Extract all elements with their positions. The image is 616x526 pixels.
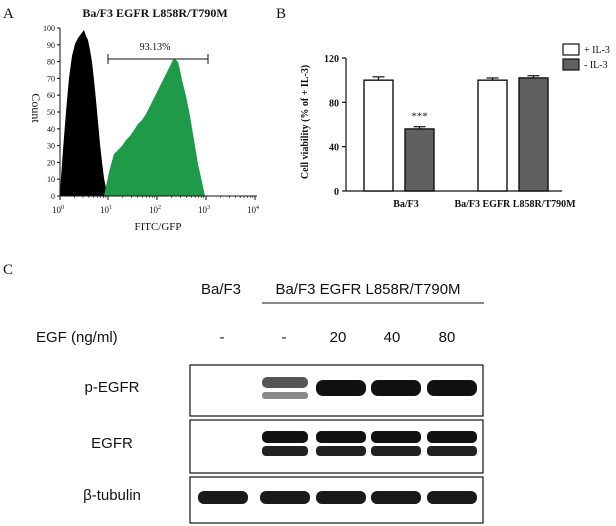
a-ytick-label: 90 [47,41,55,50]
band-egfr-lane4-lower [371,446,421,456]
a-ytick-label: 70 [47,74,55,83]
panel-b-bars [363,75,549,192]
header-bafe3: Ba/F3 [201,281,241,298]
panel-a-y-ticks: 0 10 20 30 40 50 60 70 80 90 100 [43,24,60,201]
a-ytick-label: 10 [47,175,55,184]
category-label: Ba/F3 EGFR L858R/T790M [454,199,576,210]
blot-label-egfr: EGFR [91,435,133,452]
egf-dose-label: 20 [330,329,347,346]
egf-dose-label: - [220,329,225,346]
legend-swatch [562,43,580,56]
bar-minus-il3 [404,128,435,192]
control-histogram [60,30,108,196]
band-tubulin-lane4 [371,491,421,504]
a-xtick-label: 102 [149,205,161,215]
panel-b-letter: B [276,6,286,22]
band-p-egfr-lane2-lower [262,392,308,399]
bar-plus-il3 [363,79,394,192]
panel-a-letter: A [3,6,14,22]
band-egfr-lane2-upper [262,431,308,443]
panel-a-title: Ba/F3 EGFR L858R/T790M [82,6,227,20]
panel-c-letter: C [3,262,13,278]
band-egfr-lane5-lower [427,446,477,456]
panel-b-ylabel: Cell viability (% of + IL-3) [300,65,311,179]
category-label: Ba/F3 [393,199,419,210]
band-egfr-lane5-upper [427,431,477,443]
legend-label: + IL-3 [584,45,610,56]
band-p-egfr-lane3 [316,380,366,396]
b-ytick-label: 40 [329,143,339,154]
a-ytick-label: 60 [47,91,55,100]
a-xtick-label: 100 [52,205,64,215]
band-egfr-lane3-upper [316,431,366,443]
panel-c: C Ba/F3 Ba/F3 EGFR L858R/T790M EGF (ng/m… [3,262,484,524]
band-tubulin-lane1 [198,491,248,504]
a-ytick-label: 0 [51,192,55,201]
panel-a-ylabel: Count [29,93,43,123]
panel-b-category-labels: Ba/F3 Ba/F3 EGFR L858R/T790M [393,199,576,210]
panel-b-legend: + IL-3 - IL-3 [562,43,610,71]
blot-label-beta-tubulin: β-tubulin [83,487,141,504]
band-egfr-lane2-lower [262,446,308,456]
band-tubulin-lane2 [260,491,310,504]
a-xtick-label: 103 [198,205,210,215]
a-xtick-label: 101 [100,205,112,215]
bar-minus-il3 [518,77,549,192]
blot-label-p-egfr: p-EGFR [84,379,139,396]
b-ytick-label: 120 [324,54,339,65]
egf-doses: - - 20 40 80 [220,329,456,346]
a-ytick-label: 20 [47,158,55,167]
a-ytick-label: 30 [47,142,55,151]
egf-dose-label: 80 [439,329,456,346]
b-ytick-label: 80 [329,98,339,109]
legend-label: - IL-3 [584,60,608,71]
panel-b: B Cell viability (% of + IL-3) 04080120 … [276,6,610,210]
legend-swatch [562,58,580,71]
panel-a: A Ba/F3 EGFR L858R/T790M Count 93.13% 01… [3,6,259,233]
a-xtick-label: 104 [247,205,259,215]
gate-label: 93.13% [140,42,171,53]
header-egfr-mutant: Ba/F3 EGFR L858R/T790M [275,281,460,298]
b-ytick-label: 0 [334,187,339,198]
a-ytick-label: 100 [43,24,55,33]
bar-plus-il3 [477,79,508,192]
band-tubulin-lane3 [316,491,366,504]
panel-b-y-ticks: 0 40 80 120 [324,54,346,198]
egf-dose-label: 40 [384,329,401,346]
band-p-egfr-lane2 [262,377,308,388]
egf-dose-label: - [282,329,287,346]
gfp-histogram [104,58,205,196]
band-egfr-lane3-lower [316,446,366,456]
band-p-egfr-lane4 [371,380,421,396]
band-egfr-lane4-upper [371,431,421,443]
band-tubulin-lane5 [427,491,477,504]
a-ytick-label: 50 [47,108,55,117]
significance-marker: *** [411,111,428,123]
panel-a-x-ticks: 100 101 102 103 104 [52,196,259,215]
panel-a-xlabel: FITC/GFP [134,221,181,233]
egf-label: EGF (ng/ml) [36,329,118,346]
a-ytick-label: 80 [47,58,55,67]
a-ytick-label: 40 [47,125,55,134]
band-p-egfr-lane5 [427,380,477,396]
